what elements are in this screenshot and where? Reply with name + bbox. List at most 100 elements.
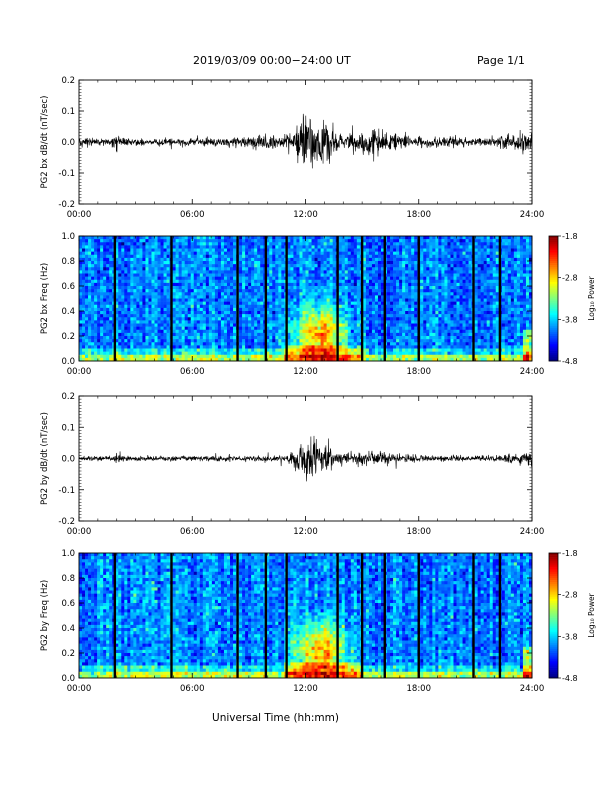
spectrogram-cell [97,326,101,331]
spectrogram-cell [205,236,210,240]
spectrogram-cell [226,311,231,315]
spectrogram-cell [121,254,125,259]
spectrogram-cell [290,320,294,324]
spectrogram-cell [260,357,264,362]
spectrogram-cell [368,270,373,274]
spectrogram-cell [329,242,333,246]
spectrogram-cell [374,354,379,359]
spectrogram-cell [193,336,198,340]
spectrogram-cell [178,289,182,293]
spectrogram-cell [133,276,137,281]
spectrogram-cell [245,332,249,337]
x-tick-label: 12:00 [293,210,318,220]
spectrogram-cell [94,301,98,306]
spectrogram-cell [266,323,270,327]
spectrogram-cell [100,348,104,352]
spectrogram-cell [94,267,98,271]
spectrogram-cell [299,270,303,274]
spectrogram-cell [408,317,412,321]
spectrogram-cell [79,345,83,349]
spectrogram-cell [94,342,98,346]
spectrogram-cell [353,329,358,334]
spectrogram-cell [299,326,303,331]
spectrogram-cell [79,311,83,315]
spectrogram-cell [103,276,107,281]
spectrogram-cell [199,295,204,299]
spectrogram-cell [160,236,164,240]
spectrogram-cell [178,270,182,274]
spectrogram-cell [79,236,83,240]
spectrogram-cell [405,264,409,268]
spectrogram-cell [220,320,225,324]
spectrogram-cell [260,342,264,346]
spectrogram-cell [79,336,83,340]
spectrogram-cell [323,320,327,324]
spectrogram-cell [311,339,315,343]
spectrogram-cell [426,342,430,346]
spectrogram-cell [308,289,312,293]
spectrogram-cell [305,242,309,246]
spectrogram-cell [157,332,161,337]
spectrogram-cell [257,295,261,299]
spectrogram-cell [139,332,143,337]
spectrogram-cell [124,320,128,324]
spectrogram-cell [205,295,210,299]
spectrogram-cell [133,245,137,249]
spectrogram-cell [393,301,397,306]
spectrogram-cell [151,298,155,302]
spectrogram-cell [326,242,330,246]
spectrogram-cell [151,239,155,243]
spectrogram-cell [187,276,192,281]
spectrogram-cell [91,273,95,277]
spectrogram-cell [94,236,98,240]
spectrogram-cell [299,261,303,265]
spectrogram-cell [160,298,164,302]
spectrogram-cell [175,304,179,309]
spectrogram-cell [441,345,445,349]
spectrogram-cell [347,242,352,246]
spectrogram-cell [362,320,367,324]
spectrogram-cell [193,351,198,356]
spectrogram-cell [402,292,406,296]
spectrogram-cell [151,279,155,284]
spectrogram-cell [172,314,176,318]
spectrogram-cell [323,339,327,343]
spectrogram-cell [82,273,86,277]
spectrogram-cell [121,248,125,252]
spectrogram-cell [323,307,327,312]
spectrogram-cell [106,345,110,349]
spectrogram-cell [127,336,131,340]
spectrogram-cell [109,245,113,249]
spectrogram-cell [230,292,234,296]
spectrogram-cell [374,270,379,274]
spectrogram-cell [97,323,101,327]
spectrogram-cell [118,279,122,284]
spectrogram-cell [281,317,285,321]
spectrogram-cell [124,307,128,312]
spectrogram-cell [124,357,128,362]
spectrogram-cell [381,257,385,262]
spectrogram-cell [278,314,282,318]
spectrogram-cell [302,326,306,331]
spectrogram-cell [220,242,225,246]
spectrogram-cell [275,248,279,252]
spectrogram-cell [82,357,86,362]
spectrogram-cell [299,273,303,277]
spectrogram-cell [223,279,228,284]
spectrogram-cell [109,342,113,346]
spectrogram-cell [329,354,333,359]
spectrogram-cell [187,345,192,349]
spectrogram-cell [362,317,367,321]
spectrogram-cell [432,357,436,362]
spectrogram-cell [435,282,439,287]
spectrogram-cell [423,320,427,324]
spectrogram-cell [423,286,427,290]
spectrogram-cell [356,242,361,246]
spectrogram-cell [202,354,207,359]
spectrogram-cell [248,267,252,271]
spectrogram-cell [311,354,315,359]
spectrogram-cell [344,245,349,249]
spectrogram-cell [347,236,352,240]
spectrogram-cell [157,254,161,259]
spectrogram-cell [88,257,92,262]
